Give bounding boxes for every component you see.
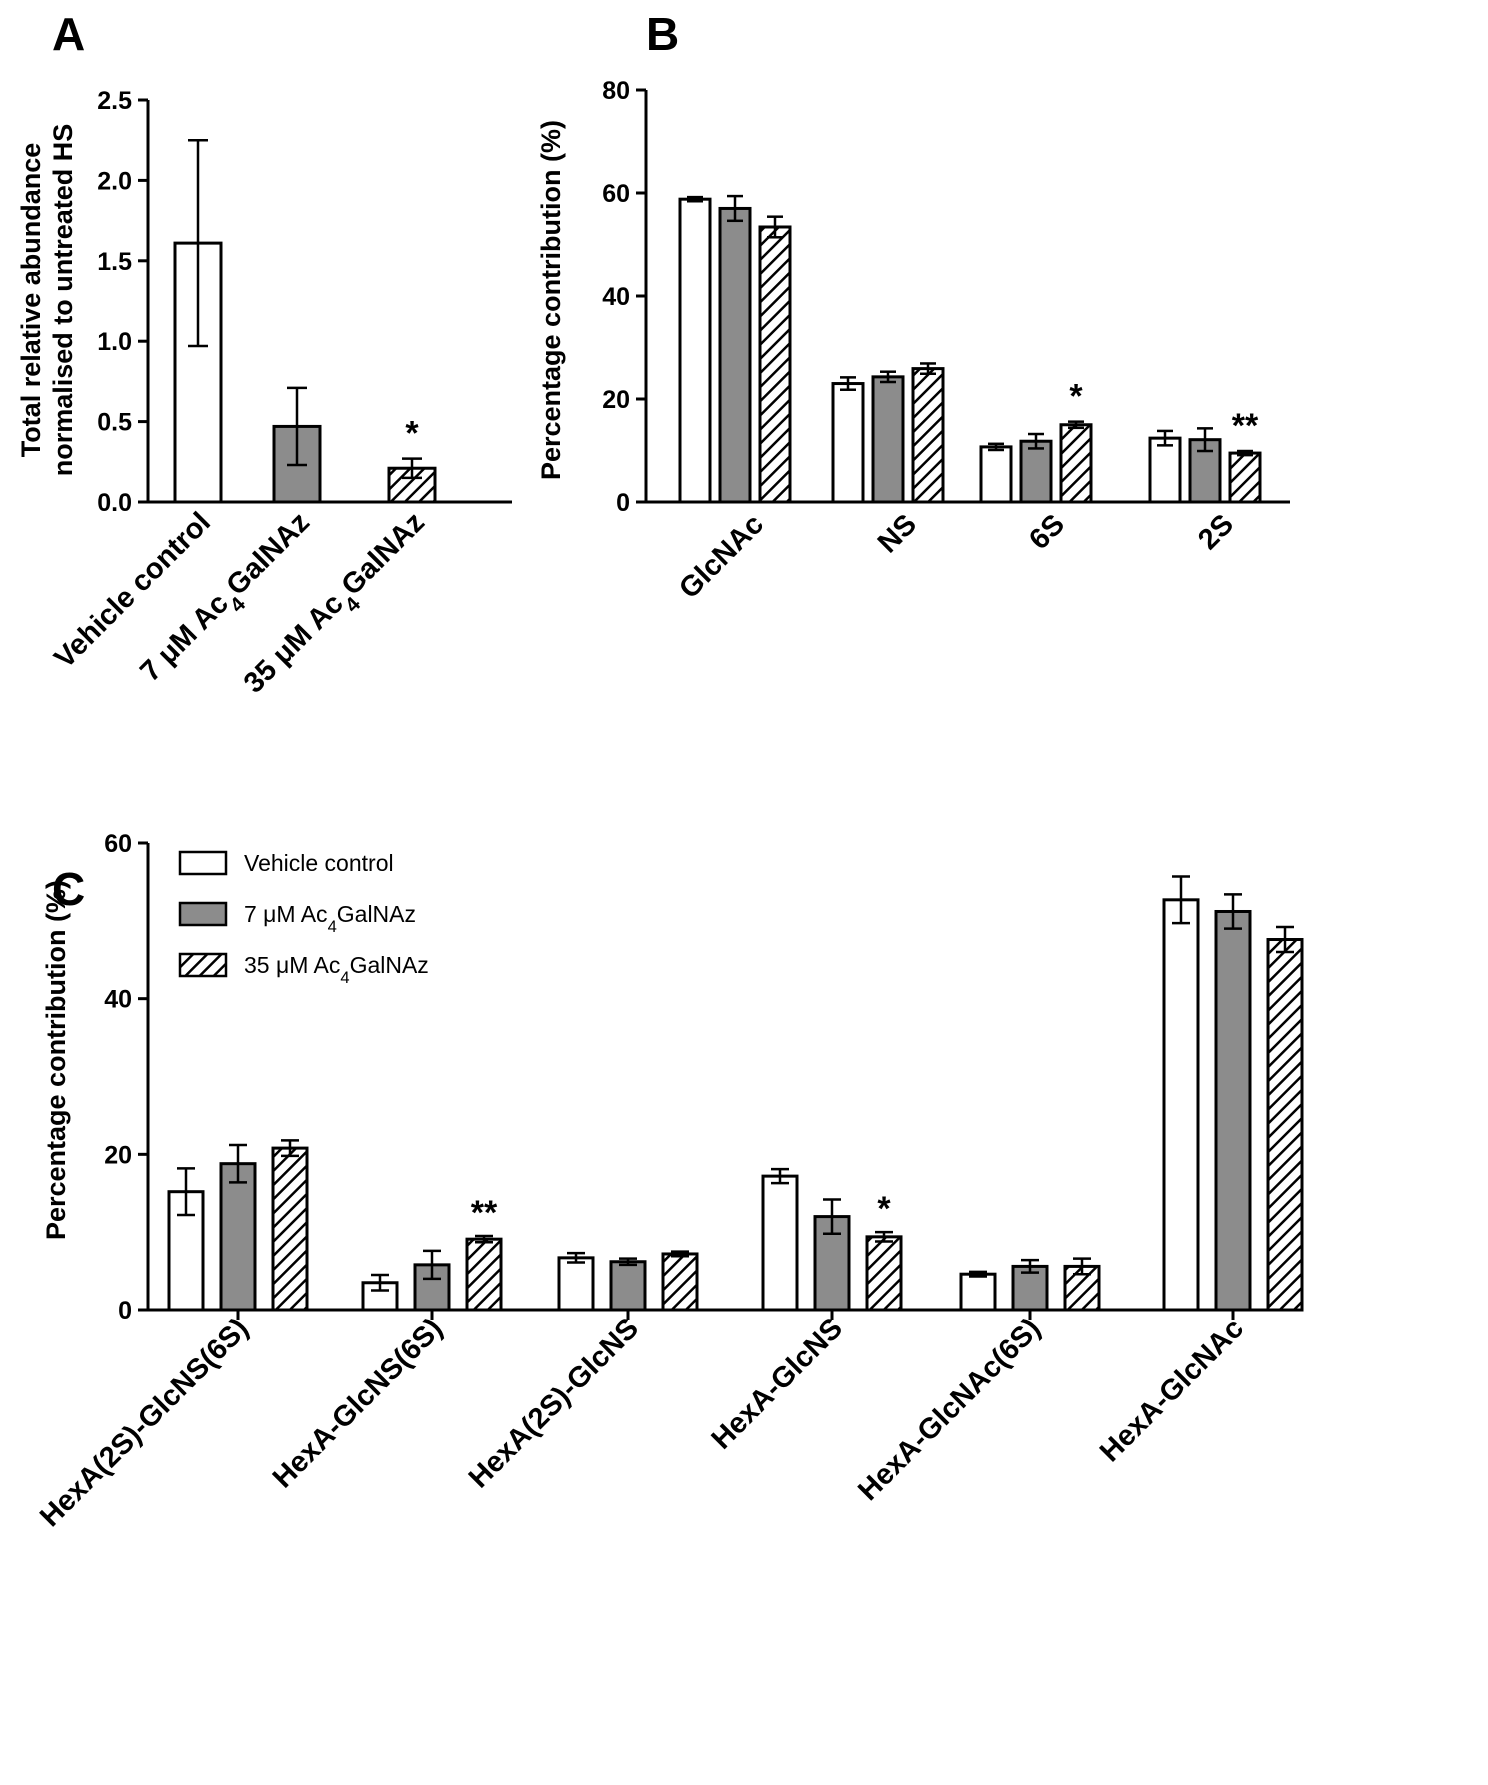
x-category-label-text: 7 μM Ac [134,587,235,688]
bar [911,367,945,504]
x-category-label: GlcNAc [673,508,770,605]
bar [1266,938,1304,1312]
y-tick-label: 40 [602,283,630,311]
y-tick-label: 2.0 [97,167,132,195]
bar [465,1237,503,1312]
bar [1162,898,1200,1312]
bar [271,1146,309,1312]
bar [979,445,1013,504]
significance-marker: * [877,1190,891,1228]
legend-label-text: 35 μM Ac [244,952,340,978]
bar [1019,439,1053,504]
x-category-label: HexA-GlcNS [706,1312,849,1455]
x-category-label: 6S [1023,508,1071,556]
x-category-label: 2S [1192,508,1240,556]
panel-label-c: C [52,863,85,915]
x-category-label-text: 35 μM Ac [238,587,350,699]
panel-a: A 0.0 0.5 1.0 1.5 2.0 2.5 Total relative abund… [16,8,512,699]
x-category-label-suffix: GalNAz [335,506,431,602]
y-tick-label: 80 [602,77,630,105]
x-category-label: HexA-GlcNS(6S) [267,1312,449,1494]
y-tick-label: 60 [602,180,630,208]
x-category-label-suffix: GalNAz [220,506,316,602]
legend-swatch [178,850,228,876]
legend-swatch [178,952,228,978]
x-category-label: HexA(2S)-GlcNS [463,1312,645,1494]
bar [959,1272,997,1312]
x-category-label: NS [872,508,923,559]
y-axis-label: Total relative abundancenormalised to un… [16,124,78,477]
x-category-label: HexA(2S)-GlcNS(6S) [34,1312,255,1533]
significance-marker: ** [1232,407,1259,445]
x-category-label: HexA-GlcNAc [1094,1312,1250,1468]
y-axis-label: Percentage contribution (%) [41,880,71,1240]
panel-c: C 0 20 40 60 Percentage contribution (%) HexA… [34,830,1304,1533]
legend-label-text: 7 μM Ac [244,901,328,927]
legend-swatch [178,901,228,927]
y-axis-label: Percentage contribution (%) [536,120,566,480]
y-tick-label: 40 [104,986,132,1014]
bar [661,1252,699,1312]
bar [1059,423,1093,504]
legend-label-subscript: 4 [328,917,337,936]
y-tick-label: 1.5 [97,248,132,276]
panel-label-b: B [646,8,679,60]
panel-label-a: A [52,8,85,60]
bar [1228,451,1262,504]
y-tick-label: 0 [616,489,630,517]
legend-label: 35 μM Ac4GalNAz [244,952,429,987]
significance-marker: * [405,415,419,453]
y-axis-label-line: Total relative abundance [16,143,46,458]
bar [758,225,792,504]
significance-marker: * [1069,378,1083,416]
x-category-label: 7 μM Ac4GalNAz [134,506,322,694]
legend-label-suffix: GalNAz [350,952,429,978]
y-tick-label: 20 [602,386,630,414]
bar [865,1235,903,1312]
legend-label-text: Vehicle control [244,850,394,876]
bar [761,1174,799,1312]
significance-marker: ** [471,1194,498,1232]
y-tick-label: 0.0 [97,489,132,517]
bar [678,197,712,504]
bar [1148,436,1182,504]
legend-label-suffix: GalNAz [337,901,416,927]
bar [871,375,905,504]
y-tick-label: 60 [104,830,132,858]
y-axis-label-line: normalised to untreated HS [48,124,78,477]
bar [831,382,865,504]
y-tick-label: 2.5 [97,87,132,115]
y-tick-label: 0.5 [97,409,132,437]
legend-label: Vehicle control [244,850,394,876]
panel-b: B 0 20 40 60 80 Percentage contribution (%) Gl… [536,8,1290,605]
legend-label: 7 μM Ac4GalNAz [244,901,416,936]
y-tick-label: 1.0 [97,328,132,356]
bar [557,1256,595,1312]
bar [609,1260,647,1312]
bar [219,1162,257,1312]
bar [718,206,752,504]
y-tick-label: 0 [118,1297,132,1325]
x-category-label: HexA-GlcNAc(6S) [852,1312,1047,1507]
y-tick-label: 20 [104,1141,132,1169]
legend-label-subscript: 4 [340,968,349,987]
bar [1214,909,1252,1312]
